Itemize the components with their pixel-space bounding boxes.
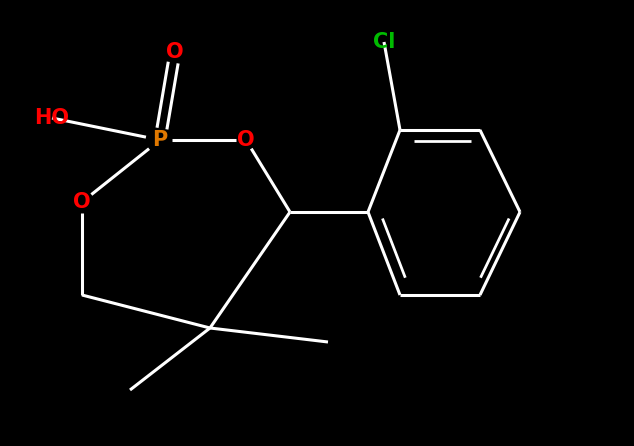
Text: Cl: Cl [373,32,395,52]
Text: P: P [152,130,167,150]
Text: O: O [237,130,255,150]
Text: O: O [166,42,184,62]
Text: HO: HO [34,108,70,128]
Text: O: O [73,192,91,212]
